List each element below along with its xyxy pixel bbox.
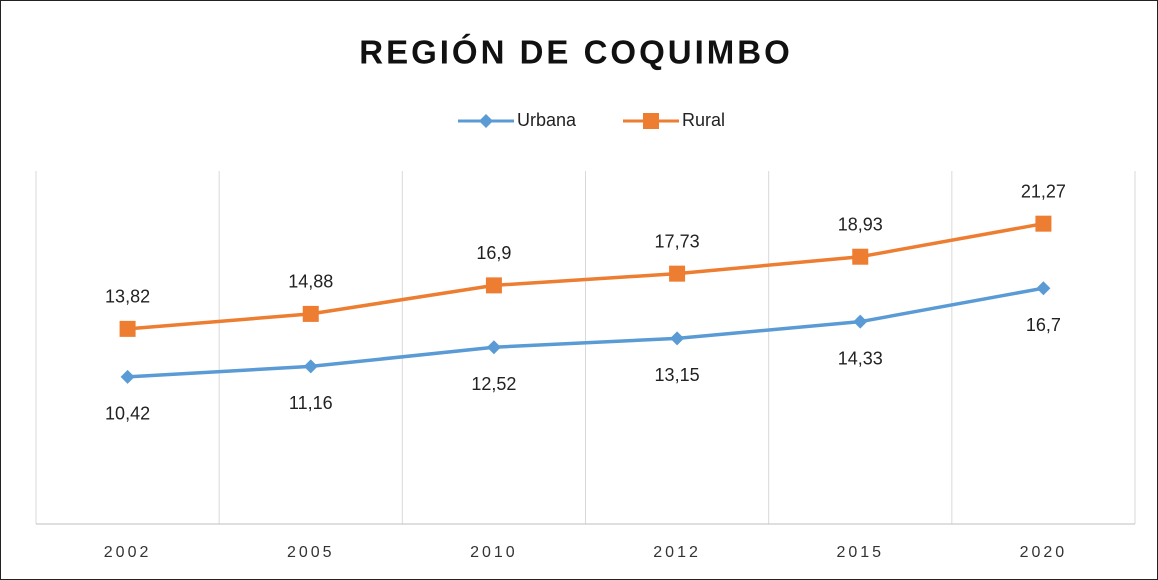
marker [486, 340, 501, 355]
data-label: 16,9 [476, 243, 511, 263]
marker [302, 305, 319, 322]
legend-marker [643, 113, 659, 129]
data-label: 10,42 [105, 404, 150, 424]
x-tick-label: 2005 [287, 544, 335, 561]
marker [120, 369, 135, 384]
marker [1036, 281, 1051, 296]
marker [670, 331, 685, 346]
x-tick-label: 2012 [653, 544, 701, 561]
marker [485, 277, 502, 294]
marker [303, 359, 318, 374]
marker [119, 320, 136, 337]
series-line [127, 286, 1044, 379]
x-tick-label: 2015 [836, 544, 884, 561]
data-label: 21,27 [1021, 181, 1066, 201]
data-label: 16,7 [1026, 315, 1061, 335]
legend-marker [479, 114, 493, 128]
data-label: 13,82 [105, 287, 150, 307]
legend-label: Rural [682, 110, 725, 130]
marker [853, 314, 868, 329]
marker [852, 248, 869, 265]
x-tick-label: 2020 [1020, 544, 1068, 561]
data-label: 14,88 [288, 272, 333, 292]
x-tick-label: 2002 [104, 544, 152, 561]
chart-title: REGIÓN DE COQUIMBO [359, 34, 793, 71]
marker [669, 265, 686, 282]
x-tick-label: 2010 [470, 544, 518, 561]
series-line [127, 221, 1044, 331]
data-label: 14,33 [838, 348, 883, 368]
data-label: 11,16 [289, 393, 333, 413]
data-label: 13,15 [655, 365, 700, 385]
data-label: 17,73 [655, 231, 700, 251]
legend-label: Urbana [517, 110, 577, 130]
data-label: 12,52 [471, 374, 516, 394]
marker [1035, 215, 1052, 232]
data-label: 18,93 [838, 214, 883, 234]
